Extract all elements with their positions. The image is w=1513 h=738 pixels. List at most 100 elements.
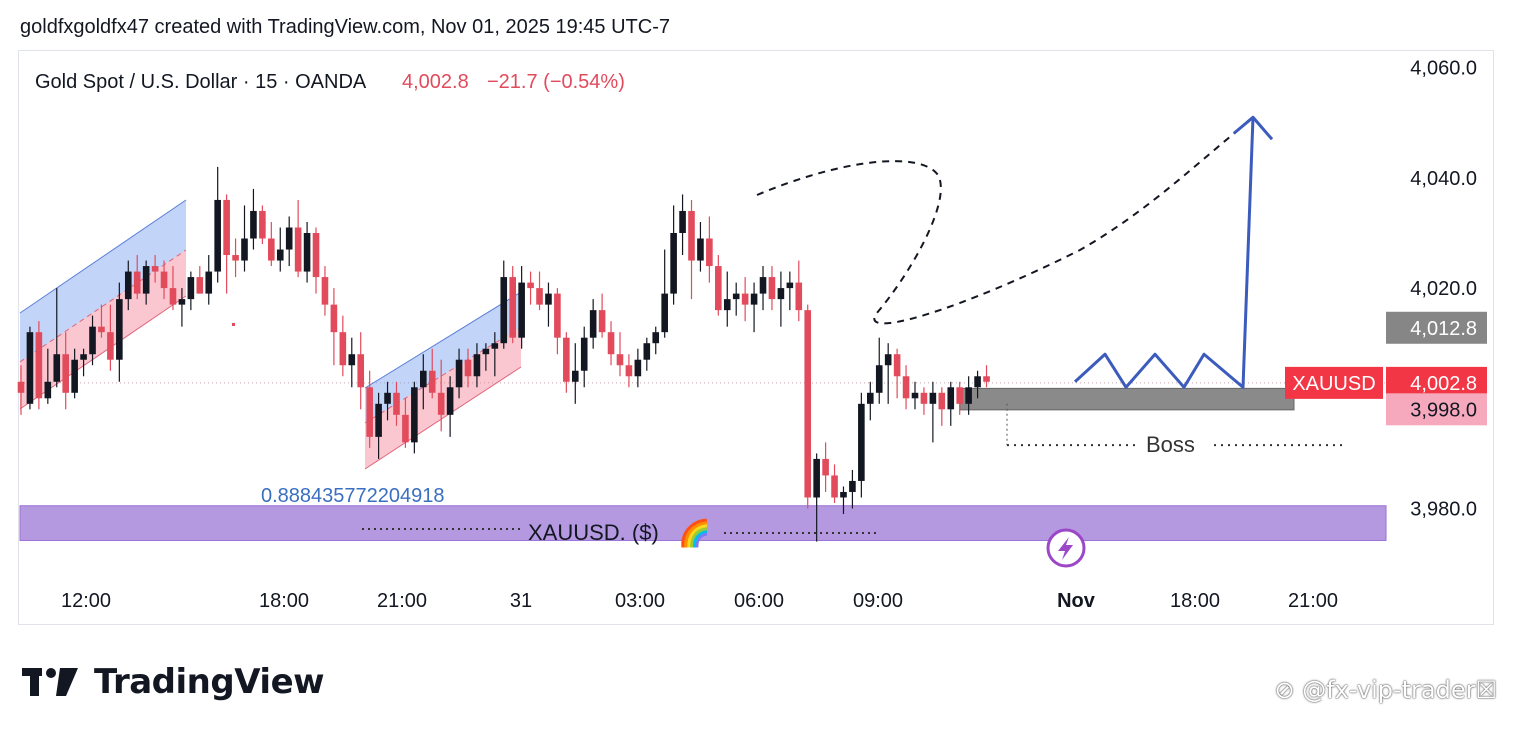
candle-body (294, 227, 302, 272)
x-tick-label: Nov (1057, 590, 1096, 612)
candle-body (133, 271, 141, 294)
candle-body (893, 354, 901, 377)
candle-body (518, 282, 525, 338)
x-tick-label: 18:00 (1170, 590, 1220, 612)
projection-arrow-head (1233, 115, 1274, 141)
candle-body (35, 332, 43, 399)
lightning-icon (1058, 537, 1073, 560)
x-tick-label: 09:00 (853, 590, 903, 612)
candle-body (983, 376, 990, 382)
candle-body (679, 210, 686, 233)
candle-body (393, 392, 400, 415)
price-tag-label: 3,998.0 (1410, 399, 1477, 421)
candle-body (464, 359, 472, 377)
candle-body (545, 293, 552, 305)
candle-body (330, 304, 338, 333)
candle-body (53, 354, 61, 382)
candle-body (625, 365, 633, 377)
candle-body (884, 354, 892, 366)
last-price: 4,002.8 (402, 71, 469, 93)
tradingview-brand[interactable]: TradingView (22, 660, 325, 704)
candle-body (366, 387, 373, 437)
grey-supply-zone (959, 387, 1295, 411)
candle-body (777, 288, 785, 300)
candle-body (652, 332, 660, 344)
candle-body (571, 370, 579, 382)
candle-body (142, 266, 150, 294)
chart-frame[interactable] (18, 50, 1494, 625)
candle-body (214, 199, 221, 272)
price-tag-label: 4,012.8 (1410, 318, 1477, 340)
symbol-name: Gold Spot / U.S. Dollar · 15 · OANDA (35, 71, 367, 93)
candle-body (375, 403, 382, 437)
candle-body (741, 293, 749, 305)
stray-dot (232, 323, 235, 326)
candle-body (634, 359, 642, 377)
symbol-tag (1285, 366, 1383, 399)
candle-body (124, 271, 132, 300)
candle-body (223, 199, 230, 256)
candle-body (98, 326, 105, 333)
candle-body (563, 337, 570, 382)
candle-body (500, 277, 508, 344)
candle-body (849, 480, 856, 492)
candle-body (62, 354, 69, 393)
candle-body (420, 370, 427, 388)
candle-body (643, 343, 651, 360)
candle-body (89, 326, 96, 355)
candle-body (768, 277, 776, 300)
candle-body (321, 277, 329, 305)
candle-body (589, 310, 597, 338)
y-tick-label: 3,980.0 (1410, 499, 1477, 521)
candle-body (536, 288, 543, 305)
x-tick-label: 06:00 (734, 590, 784, 612)
candle-body (169, 288, 177, 305)
y-tick-label: 4,020.0 (1410, 278, 1477, 300)
candle-body (303, 233, 311, 272)
candle-body (598, 310, 606, 333)
candle-body (706, 238, 713, 267)
fib-ratio-label: 0.888435772204918 (261, 485, 445, 507)
candle-body (840, 491, 847, 498)
candle-body (965, 387, 972, 404)
price-change: −21.7 (−0.54%) (487, 71, 625, 93)
candle-body (822, 458, 829, 476)
x-tick-label: 21:00 (1288, 590, 1338, 612)
candle-body (455, 359, 463, 388)
candle-body (196, 277, 204, 294)
candle-body (187, 277, 195, 300)
tradingview-logo-icon (22, 668, 78, 696)
candle-body (759, 277, 767, 294)
candle-body (956, 387, 963, 404)
y-tick-label: 4,060.0 (1410, 58, 1477, 80)
watermark-text: ⊘ @fx-vip-trader☒ (1274, 676, 1497, 704)
candle-body (580, 337, 588, 371)
channel-2-mid-edge (364, 326, 522, 424)
purple-zone-label: XAUUSD. ($) (528, 520, 659, 545)
candle-body (178, 299, 186, 305)
candle-body (437, 392, 445, 415)
candle-body (26, 332, 34, 404)
candle-body (151, 266, 159, 272)
symbol-tag-label: XAUUSD (1292, 373, 1375, 395)
price-tag-grey (1386, 311, 1487, 344)
candle-body (339, 332, 347, 366)
candle-body (357, 354, 365, 388)
channel-2-bottom-edge (364, 366, 522, 470)
candle-body (920, 392, 928, 404)
candle-body (402, 414, 409, 443)
candle-body (858, 403, 865, 481)
candle-body (348, 354, 356, 366)
candle-body (205, 271, 213, 294)
candle-body (732, 293, 740, 300)
candle-body (268, 238, 275, 261)
dashed-projection-curve (756, 117, 1254, 325)
boss-label: Boss (1146, 432, 1195, 457)
candle-body (804, 310, 812, 498)
x-tick-label: 03:00 (615, 590, 665, 612)
candle-body (107, 332, 114, 360)
candle-body (482, 348, 490, 355)
candle-body (947, 387, 955, 410)
candle-body (473, 354, 481, 377)
